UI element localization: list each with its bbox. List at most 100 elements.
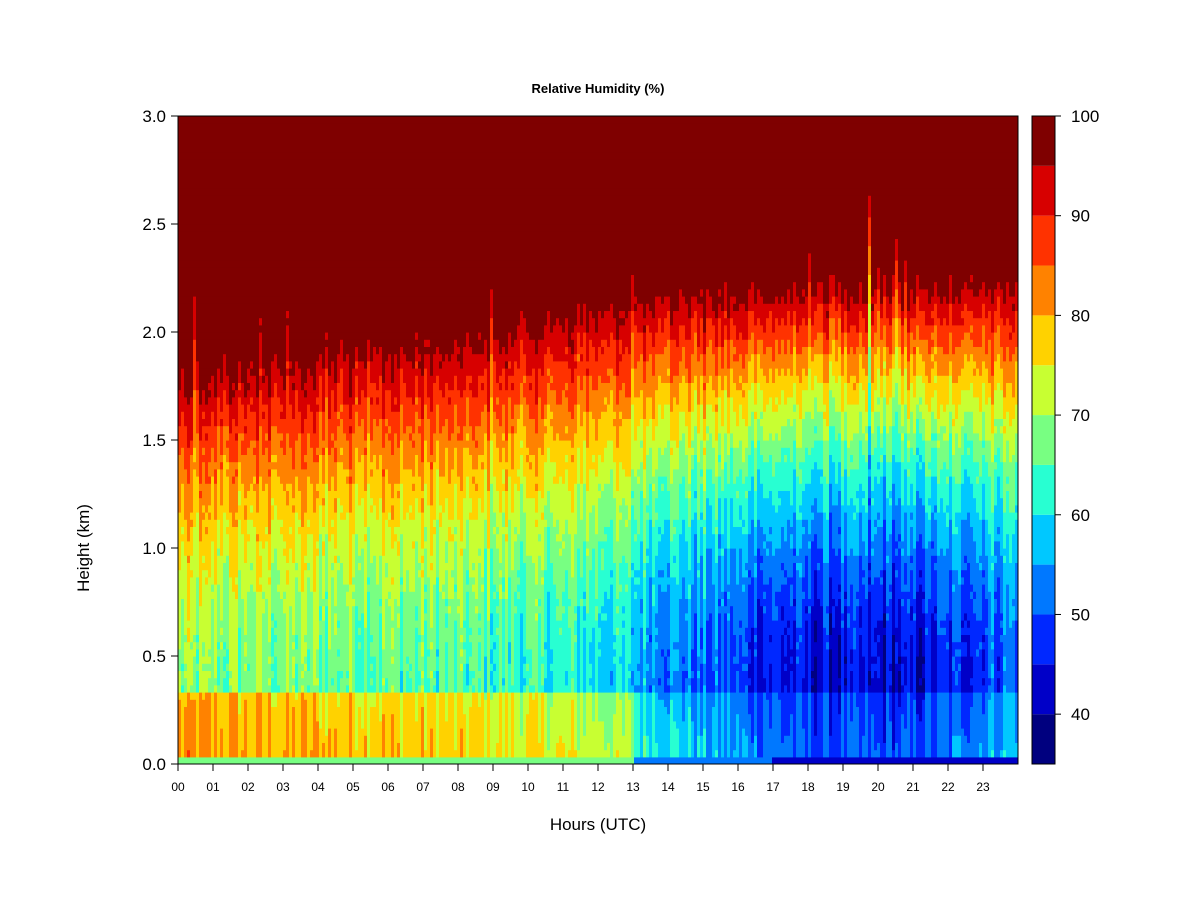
field-cell bbox=[217, 418, 221, 427]
field-cell bbox=[253, 497, 257, 506]
field-cell bbox=[178, 548, 182, 556]
field-cell bbox=[280, 735, 284, 743]
field-cell bbox=[259, 648, 263, 657]
field-cell bbox=[253, 476, 257, 484]
field-cell bbox=[259, 339, 263, 347]
field-cell bbox=[211, 677, 215, 686]
field-cell bbox=[286, 360, 290, 369]
field-cell bbox=[181, 353, 185, 362]
field-cell bbox=[217, 692, 221, 700]
field-cell bbox=[283, 166, 287, 175]
field-cell bbox=[241, 648, 245, 657]
field-cell bbox=[199, 274, 203, 283]
field-cell bbox=[232, 526, 236, 535]
field-cell bbox=[220, 670, 224, 679]
field-cell bbox=[178, 180, 182, 189]
field-cell bbox=[271, 216, 275, 225]
field-cell bbox=[235, 476, 239, 484]
field-cell bbox=[268, 526, 272, 535]
field-cell bbox=[226, 468, 230, 477]
field-cell bbox=[223, 483, 227, 491]
field-cell bbox=[253, 173, 257, 182]
field-cell bbox=[274, 576, 278, 585]
field-cell bbox=[205, 411, 209, 419]
field-cell bbox=[187, 728, 191, 736]
field-cell bbox=[274, 720, 278, 729]
field-cell bbox=[187, 209, 191, 218]
field-cell bbox=[178, 519, 182, 527]
field-cell bbox=[223, 180, 227, 189]
field-cell bbox=[196, 512, 200, 520]
field-cell bbox=[238, 137, 242, 146]
field-cell bbox=[181, 296, 185, 304]
field-cell bbox=[265, 605, 269, 614]
field-cell bbox=[229, 216, 233, 225]
field-cell bbox=[223, 137, 227, 146]
field-cell bbox=[268, 346, 272, 355]
field-cell bbox=[208, 296, 212, 304]
field-cell bbox=[205, 188, 209, 196]
field-cell bbox=[238, 684, 242, 693]
field-cell bbox=[253, 411, 257, 419]
field-cell bbox=[205, 641, 209, 650]
field-cell bbox=[214, 620, 218, 628]
field-cell bbox=[211, 461, 215, 470]
field-cell bbox=[244, 195, 248, 203]
field-cell bbox=[256, 620, 260, 628]
field-cell bbox=[184, 706, 188, 715]
field-cell bbox=[187, 562, 191, 571]
field-cell bbox=[232, 447, 236, 455]
field-cell bbox=[187, 504, 191, 513]
field-cell bbox=[244, 245, 248, 254]
field-cell bbox=[223, 303, 227, 311]
field-cell bbox=[202, 440, 206, 448]
field-cell bbox=[232, 288, 236, 297]
field-cell bbox=[283, 641, 287, 650]
field-cell bbox=[178, 216, 182, 225]
field-cell bbox=[274, 274, 278, 283]
field-cell bbox=[223, 123, 227, 131]
field-cell bbox=[187, 389, 191, 398]
field-cell bbox=[211, 382, 215, 391]
field-cell bbox=[229, 152, 233, 160]
field-cell bbox=[220, 706, 224, 715]
field-cell bbox=[292, 756, 296, 764]
field-cell bbox=[271, 612, 275, 621]
field-cell bbox=[232, 245, 236, 254]
field-cell bbox=[196, 447, 200, 455]
field-cell bbox=[265, 706, 269, 715]
field-cell bbox=[184, 713, 188, 722]
field-cell bbox=[235, 389, 239, 398]
field-cell bbox=[286, 454, 290, 463]
field-cell bbox=[184, 404, 188, 412]
field-cell bbox=[226, 526, 230, 535]
field-cell bbox=[271, 476, 275, 484]
field-cell bbox=[265, 526, 269, 535]
field-cell bbox=[286, 440, 290, 448]
field-cell bbox=[241, 540, 245, 549]
field-cell bbox=[268, 656, 272, 664]
field-cell bbox=[178, 188, 182, 196]
field-cell bbox=[202, 353, 206, 362]
field-cell bbox=[199, 252, 203, 261]
field-cell bbox=[265, 461, 269, 470]
field-cell bbox=[184, 569, 188, 578]
field-cell bbox=[238, 296, 242, 304]
field-cell bbox=[253, 166, 257, 175]
field-cell bbox=[232, 404, 236, 412]
field-cell bbox=[229, 692, 233, 700]
field-cell bbox=[289, 699, 293, 707]
field-cell bbox=[181, 684, 185, 693]
field-cell bbox=[238, 562, 242, 571]
field-cell bbox=[229, 252, 233, 261]
field-cell bbox=[256, 267, 260, 275]
field-cell bbox=[208, 137, 212, 146]
field-cell bbox=[250, 303, 254, 311]
field-cell bbox=[187, 346, 191, 355]
field-cell bbox=[226, 332, 230, 340]
field-cell bbox=[205, 699, 209, 707]
field-cell bbox=[259, 634, 263, 643]
field-cell bbox=[220, 310, 224, 319]
field-cell bbox=[289, 447, 293, 455]
field-cell bbox=[205, 627, 209, 635]
